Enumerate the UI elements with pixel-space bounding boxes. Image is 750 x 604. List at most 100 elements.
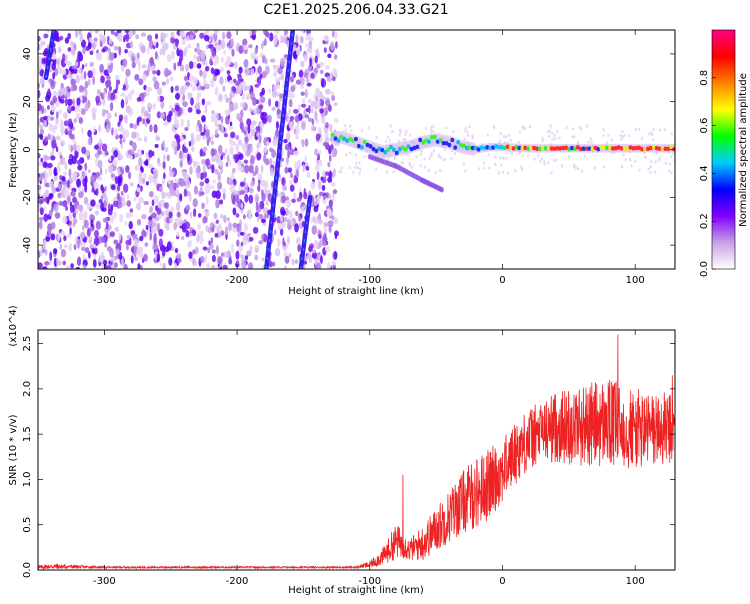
noise-blob	[293, 150, 299, 156]
noise-blob	[293, 128, 297, 135]
noise-blob	[261, 71, 267, 79]
noise-blob	[240, 202, 244, 210]
noise-blob	[51, 103, 55, 113]
ridge-point	[476, 147, 481, 152]
noise-blob	[242, 44, 248, 51]
noise-blob	[250, 127, 256, 137]
noise-blob	[315, 48, 320, 56]
spectrogram-x-tick-label: 0	[499, 275, 505, 286]
faint-blob	[399, 130, 403, 134]
faint-blob	[638, 168, 641, 172]
spectrogram-x-tick-label: 100	[626, 275, 645, 286]
noise-blob	[128, 221, 133, 230]
faint-blob	[634, 159, 637, 164]
noise-blob	[174, 178, 178, 184]
noise-blob	[98, 199, 102, 204]
noise-blob	[281, 177, 286, 186]
noise-blob	[178, 150, 183, 160]
noise-blob	[209, 185, 215, 190]
faint-blob	[670, 171, 673, 175]
faint-blob	[602, 128, 605, 132]
faint-blob	[450, 157, 453, 161]
ridge-point	[628, 145, 633, 150]
noise-blob	[238, 45, 244, 54]
noise-blob	[77, 164, 83, 171]
noise-blob	[195, 133, 202, 142]
noise-blob	[78, 186, 81, 192]
snr-y-tick-label: 0.0	[22, 562, 33, 578]
noise-blob	[288, 253, 292, 258]
faint-blob	[375, 167, 378, 171]
noise-blob	[51, 186, 57, 194]
noise-blob	[278, 93, 284, 99]
noise-blob	[162, 50, 166, 56]
noise-blob	[260, 126, 263, 134]
noise-blob	[311, 124, 315, 132]
noise-blob	[220, 154, 224, 161]
noise-blob	[254, 212, 259, 218]
noise-blob	[283, 138, 288, 144]
noise-blob	[161, 210, 165, 217]
noise-blob	[89, 214, 95, 219]
noise-blob	[64, 162, 68, 171]
noise-blob	[110, 30, 115, 35]
noise-blob	[300, 83, 304, 90]
noise-blob	[246, 250, 252, 257]
noise-blob	[90, 174, 96, 183]
noise-blob	[196, 94, 200, 102]
ridge-point	[421, 140, 426, 145]
noise-blob	[296, 197, 302, 202]
noise-blob	[306, 82, 312, 87]
noise-blob	[233, 189, 239, 195]
noise-blob	[257, 65, 262, 75]
faint-blob	[629, 158, 632, 162]
snr-x-tick-label: 0	[499, 576, 505, 587]
faint-blob	[659, 128, 662, 132]
noise-blob	[250, 68, 255, 76]
noise-blob	[256, 132, 260, 138]
noise-blob	[274, 30, 280, 35]
noise-blob	[94, 182, 100, 192]
noise-blob	[70, 85, 76, 92]
noise-blob	[84, 175, 88, 184]
noise-blob	[149, 231, 153, 241]
ridge-point	[351, 138, 355, 143]
noise-blob	[101, 108, 106, 118]
ridge-point	[619, 146, 624, 151]
noise-blob	[239, 117, 243, 124]
faint-blob	[432, 129, 435, 134]
ridge-point	[359, 145, 364, 150]
ridge-point	[397, 146, 402, 152]
noise-blob	[146, 91, 150, 97]
noise-blob	[175, 187, 179, 195]
noise-blob	[119, 134, 123, 140]
noise-blob	[130, 255, 134, 264]
spectrogram-marks	[38, 30, 675, 269]
ridge-point	[543, 145, 548, 151]
snr-y-ticks: 0.0 0.5 1.0 1.5 2.0 2.5	[22, 336, 675, 578]
faint-blob	[428, 156, 431, 161]
noise-blob	[239, 231, 245, 236]
noise-blob	[239, 121, 244, 130]
noise-blob	[71, 65, 77, 70]
ridge-point	[549, 146, 554, 151]
noise-blob	[254, 193, 260, 203]
noise-blob	[211, 164, 215, 174]
noise-blob	[55, 116, 59, 125]
noise-blob	[119, 213, 124, 223]
noise-blob	[166, 154, 170, 162]
noise-blob	[114, 74, 120, 81]
noise-blob	[201, 158, 206, 165]
noise-blob	[215, 68, 221, 76]
noise-blob	[105, 168, 108, 175]
noise-blob	[159, 262, 162, 267]
noise-blob	[309, 65, 312, 72]
noise-blob	[65, 265, 71, 269]
noise-blob	[169, 104, 173, 110]
noise-blob	[73, 201, 78, 210]
ridge-point	[546, 145, 551, 150]
noise-blob	[76, 204, 82, 210]
ridge-point	[643, 146, 647, 152]
noise-blob	[80, 231, 86, 239]
noise-blob	[78, 211, 85, 221]
